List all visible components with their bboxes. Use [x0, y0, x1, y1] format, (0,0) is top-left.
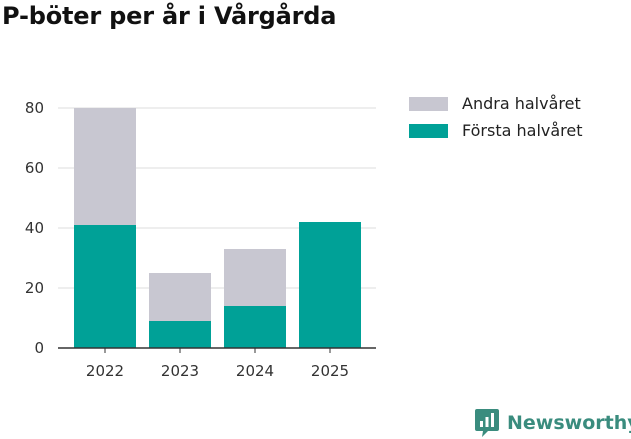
y-tick-label-40: 40 [25, 219, 44, 237]
bar-2025-forsta [299, 222, 361, 348]
stacked-bar-chart: 0 20 40 60 80 2022 2023 2024 2025 [25, 99, 376, 380]
bar-2024-andra [224, 249, 286, 306]
brand-logo: Newsworthy [474, 408, 631, 438]
y-tick-label-20: 20 [25, 279, 44, 297]
x-tick-label-2024: 2024 [236, 362, 274, 380]
x-tick-label-2022: 2022 [86, 362, 124, 380]
chart-title: P-böter per år i Vårgårda [2, 2, 337, 30]
legend-swatch-andra [409, 96, 448, 111]
legend-swatch-forsta [409, 123, 448, 138]
newsworthy-logo-icon [475, 409, 499, 437]
bar-2023-andra [149, 273, 211, 321]
bar-2024-forsta [224, 306, 286, 348]
axes: 0 20 40 60 80 2022 2023 2024 2025 [25, 99, 376, 380]
legend: Andra halvåret Första halvåret [409, 90, 583, 144]
legend-label-andra: Andra halvåret [462, 94, 581, 113]
bar-2022-andra [74, 108, 136, 225]
y-tick-label-60: 60 [25, 159, 44, 177]
bars [74, 108, 361, 348]
brand-name: Newsworthy [507, 412, 631, 434]
y-tick-label-0: 0 [34, 339, 44, 357]
x-tick-label-2023: 2023 [161, 362, 199, 380]
bar-2023-forsta [149, 321, 211, 348]
legend-label-forsta: Första halvåret [462, 121, 583, 140]
x-tick-label-2025: 2025 [311, 362, 349, 380]
y-tick-label-80: 80 [25, 99, 44, 117]
legend-item-andra: Andra halvåret [409, 90, 583, 117]
legend-item-forsta: Första halvåret [409, 117, 583, 144]
bar-2022-forsta [74, 225, 136, 348]
